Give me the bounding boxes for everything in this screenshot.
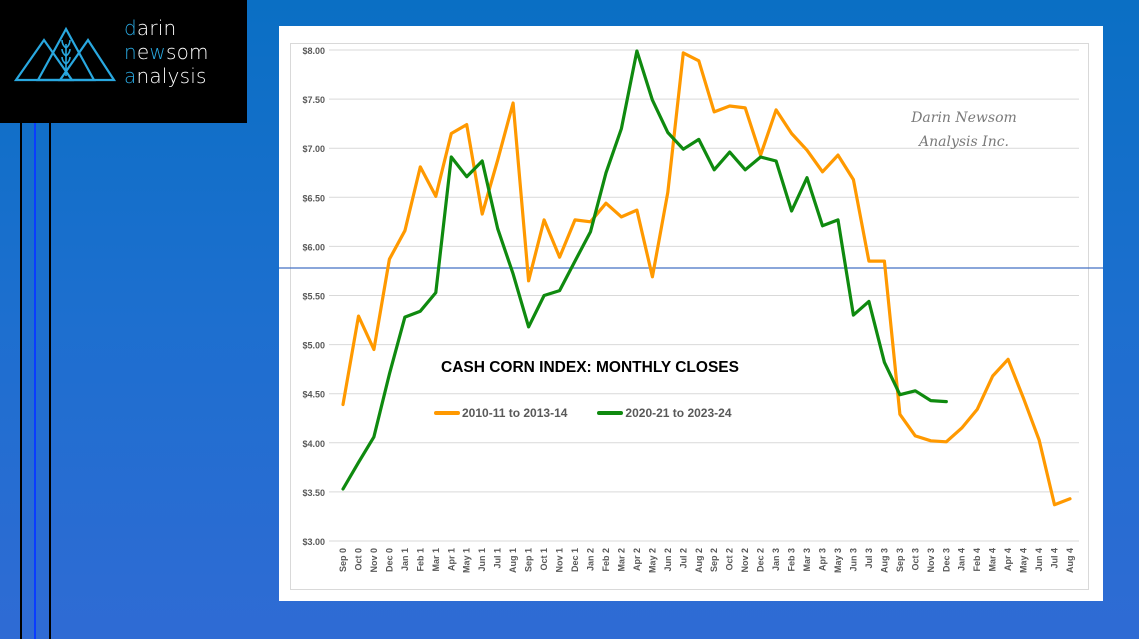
y-tick-label: $5.50 xyxy=(302,292,325,302)
logo-word: som xyxy=(165,40,209,64)
x-tick-label: Dec 3 xyxy=(941,548,951,572)
y-tick-label: $3.50 xyxy=(302,488,325,498)
x-tick-label: Aug 2 xyxy=(694,548,704,573)
plot-frame xyxy=(290,43,1089,590)
x-tick-label: Feb 1 xyxy=(415,548,425,572)
legend-label: 2010-11 to 2013-14 xyxy=(462,406,568,420)
x-tick-label: Mar 3 xyxy=(802,548,812,572)
watermark-line: Darin Newsom xyxy=(911,110,1017,126)
x-tick-label: Apr 4 xyxy=(1003,548,1013,571)
x-tick-label: Oct 2 xyxy=(725,548,735,571)
y-tick-label: $5.00 xyxy=(302,341,325,351)
x-tick-label: Aug 3 xyxy=(879,548,889,573)
x-tick-label: May 4 xyxy=(1019,548,1029,573)
x-tick-label: Jan 1 xyxy=(400,548,410,571)
x-tick-label: Sep 0 xyxy=(338,548,348,572)
decorative-line xyxy=(20,123,22,639)
x-tick-label: Feb 3 xyxy=(787,548,797,572)
x-tick-label: Nov 0 xyxy=(369,548,379,573)
chart-panel: $3.00 $3.50 $4.00 $4.50 $5.00 $5.50 $6.00 $6.50… xyxy=(279,26,1103,601)
x-tick-label: Sep 1 xyxy=(524,548,534,572)
x-tick-label: Jul 4 xyxy=(1050,548,1060,569)
x-tick-label: Oct 0 xyxy=(353,548,363,571)
y-tick-label: $6.00 xyxy=(302,242,325,252)
chart-title: CASH CORN INDEX: MONTHLY CLOSES xyxy=(441,359,739,376)
x-tick-label: Nov 1 xyxy=(555,548,565,573)
x-tick-label: Apr 2 xyxy=(632,548,642,571)
x-tick-label: Jul 2 xyxy=(678,548,688,569)
watermark: Darin Newsom Analysis Inc. xyxy=(889,106,1039,154)
logo-word: e xyxy=(136,40,150,64)
x-tick-label: Oct 3 xyxy=(910,548,920,571)
legend: 2010-11 to 2013-14 2020-21 to 2023-24 xyxy=(434,406,732,420)
y-tick-label: $6.50 xyxy=(302,193,325,203)
y-tick-label: $7.50 xyxy=(302,95,325,105)
x-tick-label: Feb 2 xyxy=(601,548,611,572)
x-tick-label: Oct 1 xyxy=(539,548,549,571)
x-tick-label: May 3 xyxy=(833,548,843,573)
chart-svg: $3.00 $3.50 $4.00 $4.50 $5.00 $5.50 $6.00 $6.50… xyxy=(279,46,1103,573)
x-tick-label: Dec 1 xyxy=(570,548,580,572)
y-tick-label: $4.50 xyxy=(302,390,325,400)
series-line-1 xyxy=(341,51,1072,507)
logo-word: nalysis xyxy=(136,64,207,88)
legend-label: 2020-21 to 2023-24 xyxy=(625,406,732,420)
legend-swatch xyxy=(434,411,460,415)
x-tick-label: Mar 4 xyxy=(988,548,998,572)
x-tick-label: Jul 3 xyxy=(864,548,874,569)
x-tick-label: Nov 2 xyxy=(740,548,750,573)
x-tick-label: Jul 1 xyxy=(493,548,503,569)
x-tick-label: Jun 4 xyxy=(1034,548,1044,572)
x-tick-label: Jun 3 xyxy=(848,548,858,572)
y-tick-label: $7.00 xyxy=(302,144,325,154)
logo-letter: a xyxy=(124,64,137,88)
y-tick-label: $8.00 xyxy=(302,46,325,56)
y-tick-label: $4.00 xyxy=(302,439,325,449)
logo: darin newsom analysis xyxy=(0,0,247,123)
x-tick-label: Aug 4 xyxy=(1065,548,1075,573)
legend-item-series-1: 2010-11 to 2013-14 xyxy=(434,406,567,420)
legend-item-series-2: 2020-21 to 2023-24 xyxy=(597,406,732,420)
logo-letter: n xyxy=(124,40,137,64)
x-tick-label: Aug 1 xyxy=(508,548,518,573)
x-tick-label: Dec 0 xyxy=(384,548,394,572)
y-tick-label: $3.00 xyxy=(302,537,325,547)
x-tick-label: Sep 2 xyxy=(709,548,719,572)
logo-letter: w xyxy=(149,40,166,64)
x-tick-label: Sep 3 xyxy=(895,548,905,572)
x-tick-label: Apr 1 xyxy=(446,548,456,571)
x-tick-label: Feb 4 xyxy=(972,548,982,572)
x-tick-label: May 1 xyxy=(462,548,472,573)
x-tick-label: Jun 1 xyxy=(477,548,487,572)
x-tick-label: Jan 4 xyxy=(957,548,967,571)
x-tick-label: Jan 3 xyxy=(771,548,781,571)
x-tick-label: Mar 2 xyxy=(616,548,626,572)
x-tick-label: Nov 3 xyxy=(926,548,936,573)
mountains-wheat-icon xyxy=(14,26,116,82)
x-tick-label: May 2 xyxy=(647,548,657,573)
series-line-2 xyxy=(341,49,948,491)
x-tick-label: Jun 2 xyxy=(663,548,673,572)
logo-word: arin xyxy=(136,16,177,40)
x-tick-label: Apr 3 xyxy=(818,548,828,571)
decorative-line xyxy=(49,123,51,639)
x-tick-label: Dec 2 xyxy=(756,548,766,572)
logo-letter: d xyxy=(124,16,137,40)
watermark-line: Analysis Inc. xyxy=(919,134,1009,150)
x-tick-label: Jan 2 xyxy=(585,548,595,571)
logo-wordmark: darin newsom analysis xyxy=(124,16,209,88)
legend-swatch xyxy=(597,411,624,415)
decorative-line xyxy=(34,123,36,639)
x-tick-label: Mar 1 xyxy=(431,548,441,572)
